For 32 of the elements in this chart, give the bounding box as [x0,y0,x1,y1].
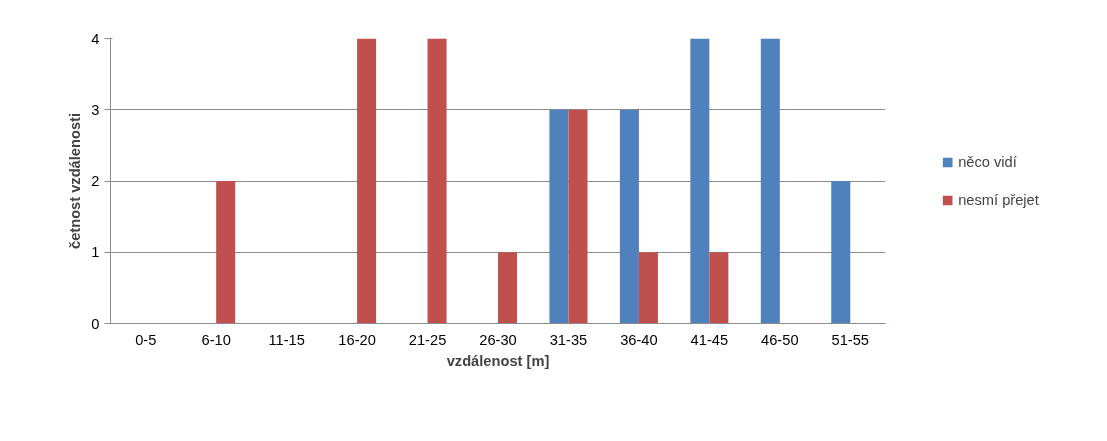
y-tick-label: 3 [91,101,100,118]
x-tick-label: 0-5 [135,331,157,348]
x-tick-label: 16-20 [338,331,376,348]
x-tick-label: 46-50 [761,331,799,348]
x-axis-title: vzdálenost [m] [446,352,550,369]
y-axis-title: četnost vzdálenosti [67,112,84,249]
x-tick-label: 41-45 [690,331,729,348]
x-tick-label: 21-25 [408,331,447,348]
legend-label: něco vidí [958,153,1017,170]
y-tick-label: 2 [91,173,100,189]
legend-label: nesmí přejet [958,191,1039,208]
y-tick-label: 0 [91,315,100,332]
bar [760,38,780,324]
x-tick-label: 36-40 [620,331,658,348]
y-tick-label: 1 [91,244,100,261]
y-tick-label: 4 [91,30,100,47]
bar [427,38,447,324]
x-tick-label: 6-10 [201,331,231,348]
bar [638,252,658,324]
bar [619,109,639,324]
bar [831,181,851,324]
x-tick-label: 51-55 [831,331,870,348]
bar [357,38,377,324]
x-tick-label: 26-30 [479,331,517,348]
bar [216,181,236,324]
bar [498,252,518,324]
bar [568,109,588,324]
bar [709,252,729,324]
x-tick-label: 11-15 [268,331,305,348]
bar [549,109,569,324]
x-tick-label: 31-35 [549,331,588,348]
bar [690,38,710,324]
